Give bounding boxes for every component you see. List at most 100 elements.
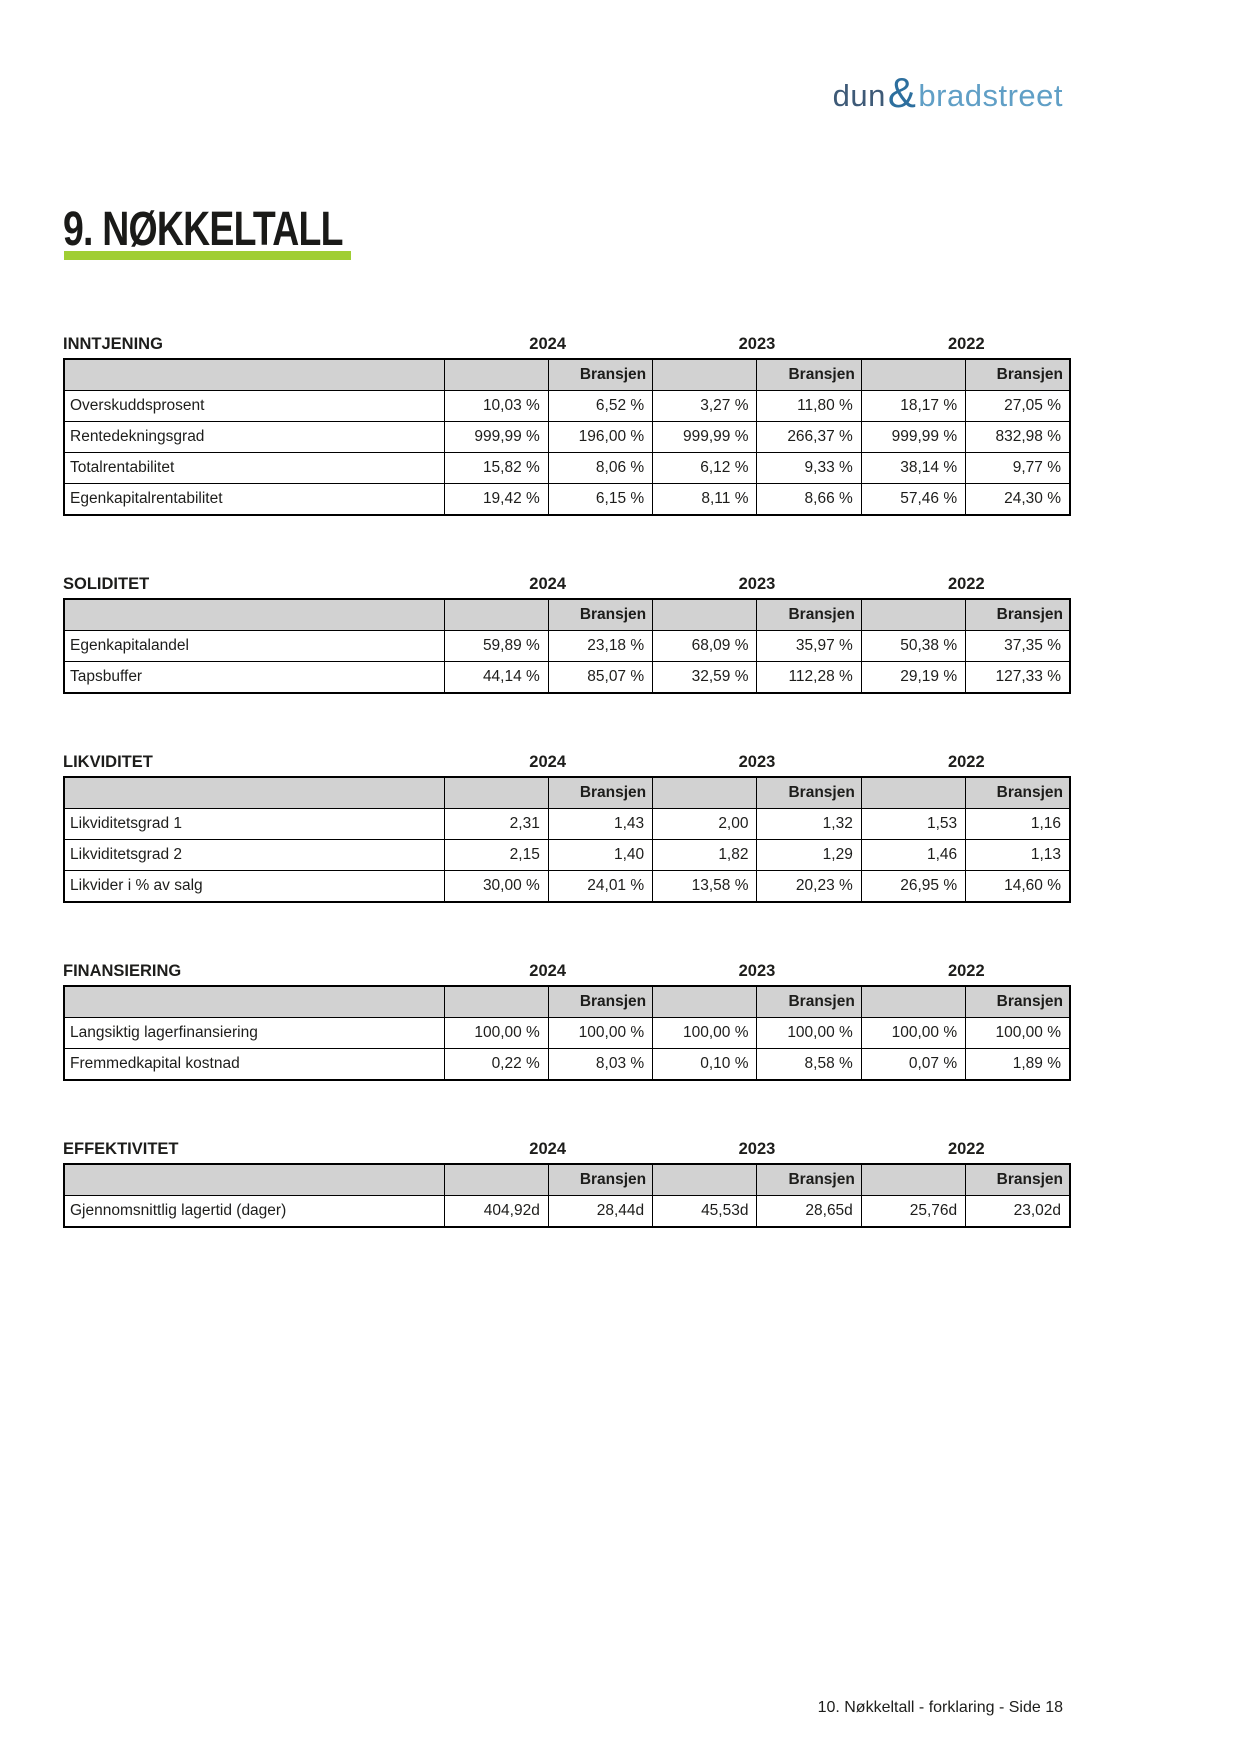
metric-value-cell: 38,14 % xyxy=(860,452,967,484)
year-column-label: 2024 xyxy=(529,575,567,593)
metric-value-cell: 25,76d xyxy=(860,1195,967,1228)
bransjen-header-cell: Bransjen xyxy=(547,598,654,631)
bransjen-header-cell: Bransjen xyxy=(965,776,1071,809)
key-figures-table: Bransjen Bransjen Bransjen Langsiktig lager… xyxy=(63,985,1071,1081)
metric-value-cell: 50,38 % xyxy=(860,630,967,662)
year-column-label: 2022 xyxy=(947,753,985,771)
year-column-label: 2022 xyxy=(947,575,985,593)
metric-label-cell: Gjennomsnittlig lagertid (dager) xyxy=(63,1195,445,1228)
year-column-label: 2023 xyxy=(738,1140,776,1158)
year-column-label: 2023 xyxy=(738,335,776,353)
metric-label-cell: Totalrentabilitet xyxy=(63,452,445,484)
empty-header-cell xyxy=(652,358,758,391)
table-row: Totalrentabilitet 15,82 % 8,06 % 6,12 % 9,33… xyxy=(63,452,1071,484)
metric-value-cell: 127,33 % xyxy=(965,661,1071,694)
bransjen-header-cell: Bransjen xyxy=(547,985,654,1018)
metric-value-cell: 1,13 xyxy=(965,839,1071,871)
metric-value-cell: 28,44d xyxy=(547,1195,654,1228)
table-row: Tapsbuffer 44,14 % 85,07 % 32,59 % 112,28 % 2… xyxy=(63,661,1071,694)
metric-value-cell: 1,16 xyxy=(965,808,1071,840)
bransjen-header-cell: Bransjen xyxy=(756,1163,862,1196)
metric-value-cell: 100,00 % xyxy=(547,1017,654,1049)
metric-value-cell: 8,06 % xyxy=(547,452,654,484)
metric-label-cell: Egenkapitalrentabilitet xyxy=(63,483,445,516)
table-header-row: Bransjen Bransjen Bransjen xyxy=(63,358,1071,391)
metric-value-cell: 20,23 % xyxy=(756,870,862,903)
empty-header-cell xyxy=(443,985,549,1018)
empty-header-cell xyxy=(63,358,445,391)
metric-label-cell: Egenkapitalandel xyxy=(63,630,445,662)
metric-value-cell: 1,82 xyxy=(652,839,758,871)
report-sections: INNTJENING 2024 2023 2022 Bransjen Bransjen Br… xyxy=(63,330,1071,1282)
metric-value-cell: 85,07 % xyxy=(547,661,654,694)
metric-value-cell: 0,10 % xyxy=(652,1048,758,1081)
metric-label-cell: Likviditetsgrad 1 xyxy=(63,808,445,840)
bransjen-header-cell: Bransjen xyxy=(756,598,862,631)
section-header-row: LIKVIDITET 2024 2023 2022 xyxy=(63,748,1071,772)
section-title: SOLIDITET xyxy=(63,575,150,593)
metric-value-cell: 9,77 % xyxy=(965,452,1071,484)
empty-header-cell xyxy=(860,985,967,1018)
metric-value-cell: 10,03 % xyxy=(443,390,549,422)
logo-bradstreet-text: bradstreet xyxy=(918,78,1063,113)
metric-value-cell: 23,02d xyxy=(965,1195,1071,1228)
table-row: Likvider i % av salg 30,00 % 24,01 % 13,58 … xyxy=(63,870,1071,903)
table-row: Overskuddsprosent 10,03 % 6,52 % 3,27 % 11,8… xyxy=(63,390,1071,422)
page-title: 9. NØKKELTALL xyxy=(63,203,343,257)
section-header-row: EFFEKTIVITET 2024 2023 2022 xyxy=(63,1135,1071,1159)
table-row: Likviditetsgrad 1 2,31 1,43 2,00 1,32 1,53 1,1… xyxy=(63,808,1071,840)
year-column-label: 2024 xyxy=(529,335,567,353)
empty-header-cell xyxy=(860,1163,967,1196)
year-column-label: 2024 xyxy=(529,753,567,771)
year-column-label: 2022 xyxy=(947,335,985,353)
metric-value-cell: 100,00 % xyxy=(652,1017,758,1049)
metric-value-cell: 68,09 % xyxy=(652,630,758,662)
bransjen-header-cell: Bransjen xyxy=(547,776,654,809)
metric-value-cell: 37,35 % xyxy=(965,630,1071,662)
metric-value-cell: 1,46 xyxy=(860,839,967,871)
table-row: Gjennomsnittlig lagertid (dager) 404,92d 2… xyxy=(63,1195,1071,1228)
metric-value-cell: 30,00 % xyxy=(443,870,549,903)
title-accent-bar xyxy=(64,251,351,260)
metric-value-cell: 1,32 xyxy=(756,808,862,840)
metric-value-cell: 100,00 % xyxy=(965,1017,1071,1049)
metric-value-cell: 6,52 % xyxy=(547,390,654,422)
year-column-label: 2023 xyxy=(738,575,776,593)
table-row: Langsiktig lagerfinansiering 100,00 % 100,… xyxy=(63,1017,1071,1049)
metric-value-cell: 3,27 % xyxy=(652,390,758,422)
empty-header-cell xyxy=(443,598,549,631)
empty-header-cell xyxy=(443,358,549,391)
empty-header-cell xyxy=(652,598,758,631)
metric-value-cell: 8,03 % xyxy=(547,1048,654,1081)
table-header-row: Bransjen Bransjen Bransjen xyxy=(63,598,1071,631)
metric-label-cell: Likviditetsgrad 2 xyxy=(63,839,445,871)
metric-value-cell: 28,65d xyxy=(756,1195,862,1228)
bransjen-header-cell: Bransjen xyxy=(756,985,862,1018)
key-figures-table: Bransjen Bransjen Bransjen Likviditetsgrad … xyxy=(63,776,1071,903)
metric-value-cell: 44,14 % xyxy=(443,661,549,694)
metric-value-cell: 2,15 xyxy=(443,839,549,871)
metric-label-cell: Overskuddsprosent xyxy=(63,390,445,422)
metric-value-cell: 27,05 % xyxy=(965,390,1071,422)
year-column-label: 2023 xyxy=(738,753,776,771)
empty-header-cell xyxy=(63,598,445,631)
metric-label-cell: Tapsbuffer xyxy=(63,661,445,694)
metric-value-cell: 15,82 % xyxy=(443,452,549,484)
metric-value-cell: 1,53 xyxy=(860,808,967,840)
dun-bradstreet-logo: dun & bradstreet xyxy=(833,69,1063,120)
empty-header-cell xyxy=(443,1163,549,1196)
section-header-row: FINANSIERING 2024 2023 2022 xyxy=(63,957,1071,981)
metric-value-cell: 24,30 % xyxy=(965,483,1071,516)
empty-header-cell xyxy=(443,776,549,809)
bransjen-header-cell: Bransjen xyxy=(965,1163,1071,1196)
metric-value-cell: 196,00 % xyxy=(547,421,654,453)
metric-value-cell: 35,97 % xyxy=(756,630,862,662)
metric-value-cell: 2,00 xyxy=(652,808,758,840)
year-column-label: 2023 xyxy=(738,962,776,980)
year-column-label: 2024 xyxy=(529,1140,567,1158)
metric-value-cell: 26,95 % xyxy=(860,870,967,903)
metric-value-cell: 1,89 % xyxy=(965,1048,1071,1081)
metric-value-cell: 13,58 % xyxy=(652,870,758,903)
table-row: Egenkapitalrentabilitet 19,42 % 6,15 % 8,11… xyxy=(63,483,1071,516)
bransjen-header-cell: Bransjen xyxy=(547,1163,654,1196)
